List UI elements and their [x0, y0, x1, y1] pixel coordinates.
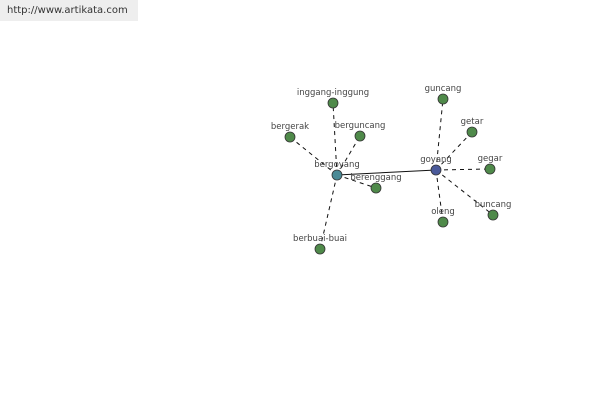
node-oleng[interactable] — [437, 216, 449, 228]
node-guncang[interactable] — [437, 93, 449, 105]
node-gegar[interactable] — [484, 163, 496, 175]
node-getar[interactable] — [466, 126, 478, 138]
edge-bergoyang-bergerak — [289, 136, 338, 176]
node-buncang[interactable] — [487, 209, 499, 221]
node-label: bergoyang — [314, 160, 360, 170]
node-inggang-inggung[interactable] — [327, 97, 339, 109]
node-label: gegar — [478, 154, 503, 164]
node-label: goyang — [420, 155, 452, 165]
node-label: guncang — [425, 84, 462, 94]
edge-goyang-getar — [435, 131, 473, 171]
node-label: getar — [461, 117, 484, 127]
edge-goyang-gegar — [435, 168, 491, 171]
node-bergerak[interactable] — [284, 131, 296, 143]
node-label: buncang — [475, 200, 512, 210]
node-label: inggang-inggung — [297, 88, 369, 98]
site-url-banner[interactable]: http://www.artikata.com — [0, 0, 138, 21]
edge-hub-link — [336, 169, 437, 176]
node-berbuai-buai[interactable] — [314, 243, 326, 255]
node-label: bergerak — [271, 122, 309, 132]
node-goyang[interactable] — [430, 164, 442, 176]
node-bergoyang[interactable] — [331, 169, 343, 181]
edge-bergoyang-berenggang — [336, 174, 377, 189]
node-berenggang[interactable] — [370, 182, 382, 194]
node-label: berbuai-buai — [293, 234, 347, 244]
node-label: oleng — [431, 207, 455, 217]
edge-goyang-guncang — [435, 98, 444, 171]
edge-goyang-oleng — [435, 169, 444, 223]
node-label: berenggang — [350, 173, 401, 183]
node-berguncang[interactable] — [354, 130, 366, 142]
node-label: berguncang — [335, 121, 386, 131]
